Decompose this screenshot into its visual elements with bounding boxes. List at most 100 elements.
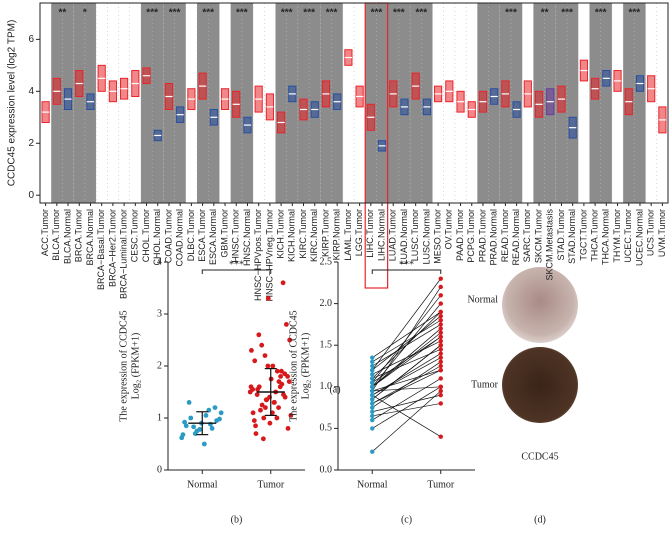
pair-line (372, 353, 441, 396)
data-point (183, 423, 189, 429)
y-tick-label: 4 (28, 86, 34, 97)
data-point (251, 418, 257, 423)
data-point (277, 384, 283, 390)
x-tick-label: LIHC.Normal (376, 209, 386, 261)
data-point (197, 427, 203, 432)
y-axis-label: The expression of CCDC45 (118, 310, 129, 421)
data-point (370, 401, 375, 406)
data-point (218, 410, 224, 416)
significance: *** (303, 8, 315, 19)
x-tick-label: PAAD.Tumor (455, 209, 465, 261)
y-tick-label: 0.5 (320, 423, 333, 434)
x-tick-label: UCS.Tumor (646, 209, 656, 256)
significance-bracket (201, 269, 272, 274)
data-point (370, 405, 375, 410)
data-point (287, 337, 293, 343)
data-point (370, 380, 375, 385)
significance: * (83, 8, 87, 19)
data-point (256, 332, 262, 338)
x-tick-label: THCA.Normal (601, 209, 611, 265)
tumor-tissue-image (502, 347, 578, 423)
data-point (286, 379, 292, 384)
data-point (267, 420, 273, 426)
x-tick-label: KICH.Normal (287, 209, 297, 262)
data-point (438, 284, 443, 290)
x-tick-label: THYM.Tumor (612, 209, 622, 263)
significance: *** (561, 8, 573, 19)
significance: *** (326, 8, 338, 19)
x-tick-label: CHOL.Tumor (141, 209, 151, 262)
pair-line (372, 340, 441, 375)
pair-line (372, 324, 441, 367)
data-point (274, 415, 280, 421)
x-tick-label: LUAD.Normal (399, 209, 409, 265)
data-point (253, 423, 258, 429)
x-tick-label: HNSC.Normal (242, 209, 252, 266)
data-point (438, 313, 443, 319)
x-tick-label: STAD.Tumor (556, 209, 566, 261)
data-point (438, 347, 443, 352)
y-tick-label: 2 (157, 360, 162, 371)
data-point (438, 343, 443, 348)
data-point (248, 384, 254, 390)
x-tick-label: LUSC.Tumor (410, 209, 420, 261)
y-axis-label: Log₂ (FPKM+1) (300, 333, 311, 400)
pair-line (372, 386, 441, 429)
data-point (438, 392, 443, 398)
x-tick-label: READ.Normal (511, 209, 521, 266)
data-point (261, 415, 267, 421)
image-caption: CCDC45 (521, 451, 558, 462)
data-point (288, 413, 294, 418)
significance: *** (415, 8, 427, 19)
panel-label: (c) (401, 514, 412, 525)
data-point (370, 367, 375, 373)
data-point (438, 322, 443, 327)
significance: *** (629, 8, 641, 19)
data-point (370, 355, 375, 360)
data-point (438, 334, 443, 340)
x-tick-label: DLBC.Tumor (186, 209, 196, 261)
data-point (438, 376, 443, 381)
y-tick-label: 0 (28, 190, 34, 201)
data-point (283, 322, 289, 327)
x-tick-label: OV.Tumor (444, 209, 454, 249)
pair-line (372, 394, 441, 438)
significance: *** (371, 8, 383, 19)
pair-line (372, 311, 441, 358)
panel-label: (a) (329, 384, 340, 395)
data-point (370, 384, 375, 389)
data-point (438, 367, 443, 373)
x-tick-label: GBM.Tumor (219, 209, 229, 258)
data-point (438, 293, 443, 298)
data-point (438, 388, 443, 394)
x-tick-label: CESC.Tumor (130, 209, 140, 262)
pair-line (372, 378, 441, 421)
data-point (370, 449, 375, 454)
data-point (438, 318, 443, 323)
y-tick-label: 0 (157, 464, 162, 475)
data-point (370, 409, 375, 414)
x-tick-label: ACC.Tumor (40, 209, 50, 256)
x-tick-label: BRCA−Basal.Tumor (96, 209, 106, 290)
x-tick-label: KIRC.Tumor (298, 209, 308, 259)
data-point (370, 372, 375, 377)
x-tick-label: MESO.Tumor (432, 209, 442, 264)
significance: *** (236, 8, 248, 19)
data-point (370, 426, 375, 431)
x-tick-label: COAD.Normal (175, 209, 185, 267)
data-point (192, 431, 198, 436)
y-tick-label: 1.0 (320, 381, 333, 392)
data-point (263, 405, 268, 410)
x-tick-label: SKCM.Metastasis (545, 209, 555, 281)
significance: *** (229, 259, 244, 270)
image-label: Normal (467, 294, 498, 305)
data-point (203, 413, 209, 418)
x-tick-label: BRCA−Her2.Tumor (107, 209, 117, 287)
x-tick-label: Normal (187, 479, 218, 490)
data-point (438, 363, 443, 369)
significance: ** (59, 8, 67, 19)
data-point (438, 330, 443, 335)
data-point (279, 368, 284, 374)
x-tick-label: THCA.Tumor (589, 209, 599, 262)
